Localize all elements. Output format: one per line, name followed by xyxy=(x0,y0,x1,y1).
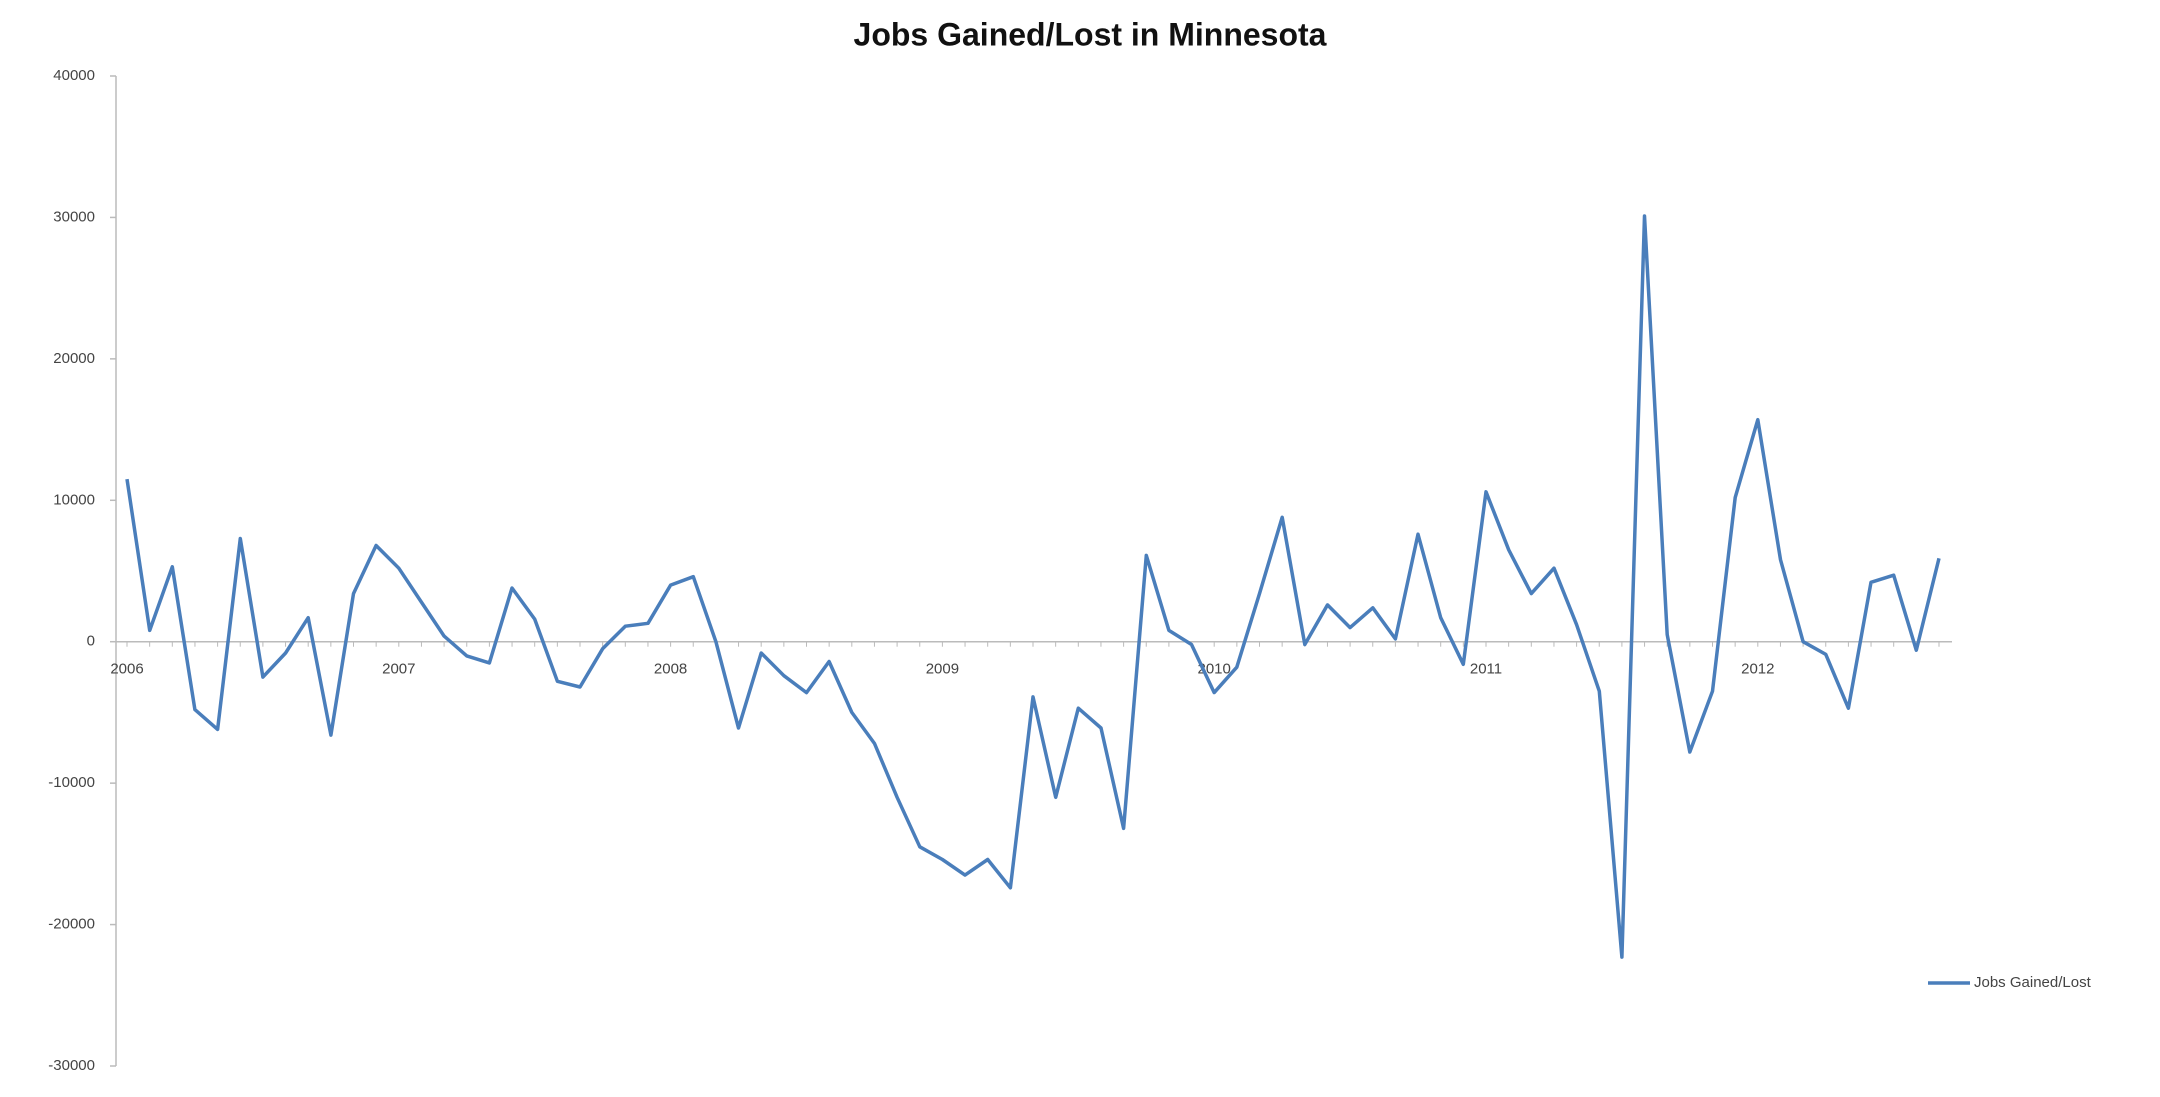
y-tick-label: 0 xyxy=(87,633,95,650)
y-tick-label: 10000 xyxy=(53,491,95,508)
x-tick-label: 2011 xyxy=(1470,661,1502,678)
chart-title: Jobs Gained/Lost in Minnesota xyxy=(854,16,1327,52)
y-tick-label: -20000 xyxy=(48,916,95,933)
y-tick-label: -30000 xyxy=(48,1057,95,1074)
x-tick-label: 2006 xyxy=(110,661,143,678)
y-tick-label: 40000 xyxy=(53,67,95,84)
x-tick-label: 2009 xyxy=(926,661,959,678)
data-line xyxy=(125,214,1941,959)
x-tick-label: 2008 xyxy=(654,661,687,678)
legend-label: Jobs Gained/Lost xyxy=(1974,974,2092,991)
y-tick-label: 20000 xyxy=(53,350,95,367)
x-tick-label: 2007 xyxy=(382,661,415,678)
y-tick-label: 30000 xyxy=(53,208,95,225)
x-tick-label: 2012 xyxy=(1741,661,1774,678)
y-tick-label: -10000 xyxy=(48,774,95,791)
